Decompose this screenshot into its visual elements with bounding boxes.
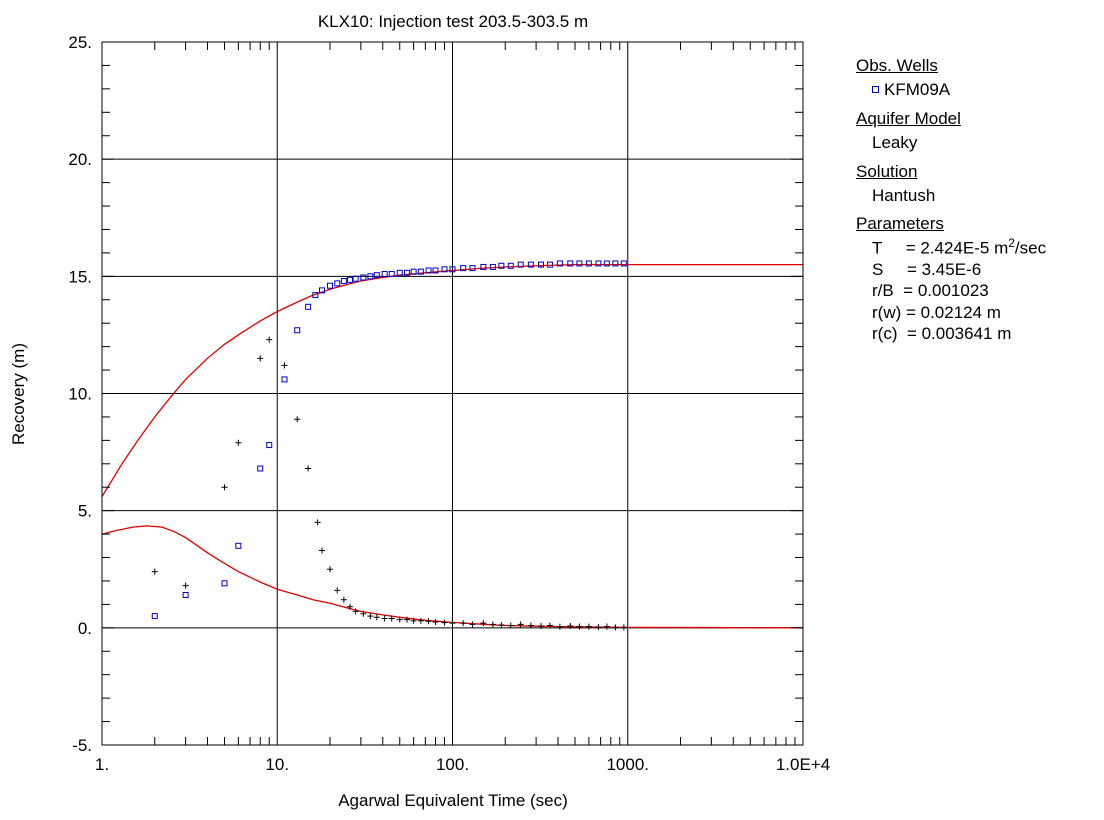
plus-point bbox=[418, 618, 424, 624]
x-tick-label: 1000. bbox=[606, 755, 649, 774]
aquifer-model-value: Leaky bbox=[872, 133, 1046, 153]
y-tick-label: -5. bbox=[72, 736, 92, 755]
solution-value: Hantush bbox=[872, 186, 1046, 206]
plus-point bbox=[294, 416, 300, 422]
plus-point bbox=[490, 621, 496, 627]
plus-point bbox=[498, 622, 504, 628]
square-point bbox=[353, 276, 358, 281]
square-point bbox=[470, 266, 475, 271]
square-point bbox=[236, 543, 241, 548]
plus-point bbox=[586, 624, 592, 630]
solution-heading: Solution bbox=[856, 162, 917, 182]
legend: Obs. Wells KFM09A Aquifer Model Leaky So… bbox=[856, 48, 1046, 344]
y-tick-label: 15. bbox=[68, 267, 92, 286]
square-point bbox=[267, 443, 272, 448]
plus-point bbox=[341, 597, 347, 603]
square-point bbox=[183, 593, 188, 598]
plus-point bbox=[266, 337, 272, 343]
square-point bbox=[341, 279, 346, 284]
plus-point bbox=[319, 548, 325, 554]
plus-point bbox=[282, 362, 288, 368]
square-point bbox=[374, 273, 379, 278]
square-point bbox=[258, 466, 263, 471]
plus-point bbox=[257, 355, 263, 361]
chart-title: KLX10: Injection test 203.5-303.5 m bbox=[318, 12, 588, 31]
plus-point bbox=[450, 620, 456, 626]
square-point bbox=[361, 275, 366, 280]
square-point bbox=[335, 281, 340, 286]
obs-well-entry: KFM09A bbox=[872, 80, 1046, 100]
param-t-sup: 2 bbox=[1008, 236, 1015, 250]
square-point bbox=[328, 283, 333, 288]
x-tick-label: 10. bbox=[265, 755, 289, 774]
plus-point bbox=[480, 620, 486, 626]
y-axis-label: Recovery (m) bbox=[9, 343, 28, 445]
x-tick-label: 1. bbox=[95, 755, 109, 774]
obs-well-name: KFM09A bbox=[884, 80, 950, 99]
plus-point bbox=[334, 587, 340, 593]
plus-point bbox=[327, 566, 333, 572]
param-casing-radius: r(c) = 0.003641 m bbox=[872, 324, 1046, 344]
y-tick-label: 25. bbox=[68, 33, 92, 52]
square-point bbox=[539, 262, 544, 267]
plus-point bbox=[315, 519, 321, 525]
plus-point bbox=[576, 624, 582, 630]
plus-point bbox=[374, 614, 380, 620]
param-t-prefix: T = 2.424E-5 m bbox=[872, 238, 1008, 257]
plus-point bbox=[460, 620, 466, 626]
plus-point bbox=[469, 621, 475, 627]
tick-labels: 1. 10. 100. 1000. 1.0E+4 25. 20. 15. 10. 5. 0. -5. bbox=[68, 33, 830, 774]
obs-wells-heading: Obs. Wells bbox=[856, 56, 938, 76]
param-well-radius: r(w) = 0.02124 m bbox=[872, 303, 1046, 323]
square-point bbox=[152, 614, 157, 619]
y-tick-label: 20. bbox=[68, 150, 92, 169]
data-points bbox=[152, 261, 627, 630]
y-tick-label: 10. bbox=[68, 385, 92, 404]
plus-point bbox=[152, 569, 158, 575]
plus-point bbox=[433, 619, 439, 625]
square-point bbox=[508, 263, 513, 268]
param-leakage: r/B = 0.001023 bbox=[872, 281, 1046, 301]
plus-point bbox=[441, 620, 447, 626]
aquifer-model-heading: Aquifer Model bbox=[856, 109, 961, 129]
square-point bbox=[547, 262, 552, 267]
grid bbox=[102, 42, 803, 745]
y-tick-label: 0. bbox=[78, 619, 92, 638]
param-t-suffix: /sec bbox=[1015, 238, 1046, 257]
plus-point bbox=[621, 624, 627, 630]
param-storativity: S = 3.45E-6 bbox=[872, 260, 1046, 280]
square-point bbox=[382, 271, 387, 276]
plus-point bbox=[557, 624, 563, 630]
plus-point bbox=[426, 618, 432, 624]
square-point bbox=[295, 328, 300, 333]
plus-point bbox=[305, 465, 311, 471]
square-marker-icon bbox=[872, 86, 879, 93]
square-point bbox=[222, 581, 227, 586]
x-tick-label: 100. bbox=[436, 755, 469, 774]
plus-point bbox=[235, 440, 241, 446]
plus-point bbox=[221, 484, 227, 490]
square-point bbox=[306, 304, 311, 309]
plus-point bbox=[367, 613, 373, 619]
plus-point bbox=[382, 615, 388, 621]
x-tick-label: 1.0E+4 bbox=[776, 755, 830, 774]
plus-point bbox=[183, 583, 189, 589]
plus-point bbox=[595, 624, 601, 630]
parameters-heading: Parameters bbox=[856, 214, 944, 234]
square-point bbox=[347, 277, 352, 282]
square-point bbox=[282, 377, 287, 382]
plus-point bbox=[604, 624, 610, 630]
plus-point bbox=[612, 624, 618, 630]
x-axis-label: Agarwal Equivalent Time (sec) bbox=[338, 791, 568, 810]
param-transmissivity: T = 2.424E-5 m2/sec bbox=[872, 236, 1046, 259]
y-tick-label: 5. bbox=[78, 502, 92, 521]
